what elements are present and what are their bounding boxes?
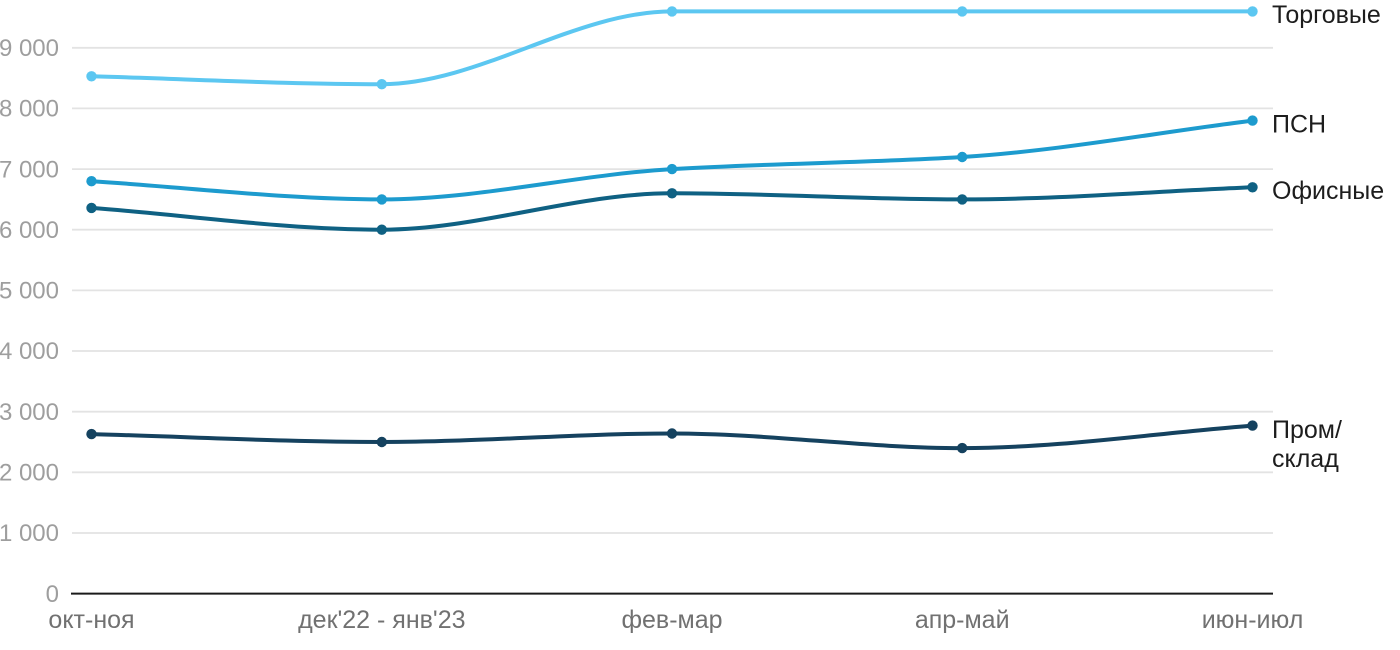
svg-text:6 000: 6 000	[0, 217, 59, 244]
svg-text:Офисные: Офисные	[1272, 177, 1384, 205]
svg-text:дек'22 - янв'23: дек'22 - янв'23	[298, 606, 465, 634]
svg-text:фев-мар: фев-мар	[621, 606, 722, 634]
svg-text:9 000: 9 000	[0, 35, 59, 62]
svg-text:1 000: 1 000	[0, 520, 59, 547]
svg-text:склад: склад	[1272, 445, 1339, 473]
svg-text:7 000: 7 000	[0, 156, 59, 183]
svg-text:Торговые: Торговые	[1272, 1, 1381, 29]
svg-text:июн-июл: июн-июл	[1202, 606, 1304, 634]
svg-text:8 000: 8 000	[0, 96, 59, 123]
svg-text:3 000: 3 000	[0, 399, 59, 426]
svg-text:окт-ноя: окт-ноя	[48, 606, 134, 634]
svg-text:2 000: 2 000	[0, 460, 59, 487]
svg-text:Пром/: Пром/	[1272, 416, 1342, 444]
svg-text:ПСН: ПСН	[1272, 111, 1326, 139]
svg-text:4 000: 4 000	[0, 338, 59, 365]
svg-text:апр-май: апр-май	[915, 606, 1010, 634]
svg-text:0: 0	[46, 581, 59, 608]
svg-text:5 000: 5 000	[0, 278, 59, 305]
